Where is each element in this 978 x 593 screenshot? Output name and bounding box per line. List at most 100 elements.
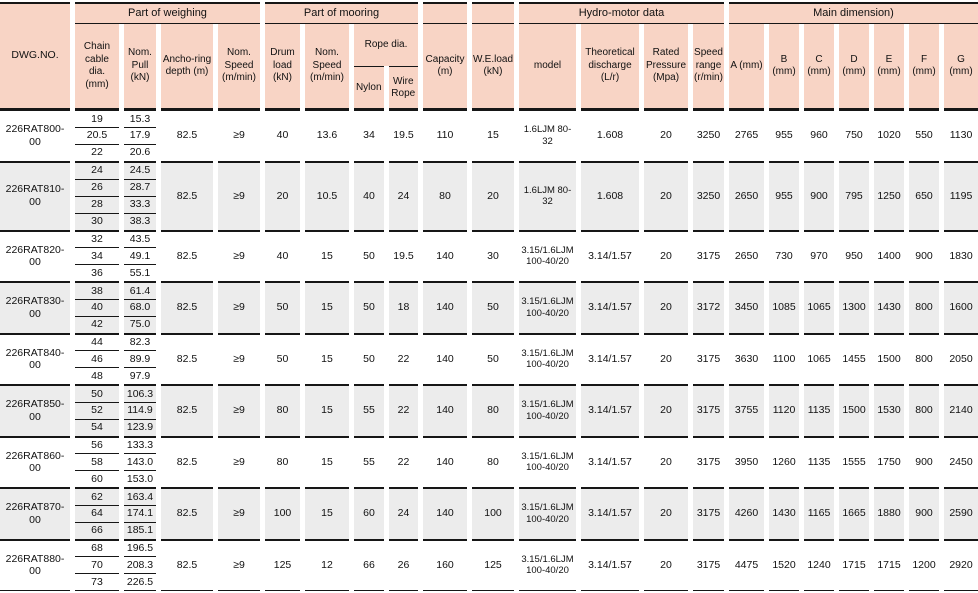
mooring-speed-cell: 15	[305, 333, 349, 385]
chain-dia-value: 64	[75, 506, 119, 523]
nylon-dia-cell: 40	[354, 161, 384, 231]
dim-cell-A: 4475	[729, 539, 764, 591]
dim-cell-G: 2590	[944, 488, 978, 540]
discharge-cell: 3.14/1.57	[581, 282, 639, 334]
dim-cell-A: 3450	[729, 282, 764, 334]
weighing-speed-cell: ≥9	[218, 488, 260, 540]
dim-cell-E: 1880	[874, 488, 904, 540]
nom-pull-value: 68.0	[124, 300, 156, 317]
dim-cell-A: 2650	[729, 161, 764, 231]
discharge-cell: 3.14/1.57	[581, 333, 639, 385]
chain-dia-value: 42	[75, 317, 119, 334]
group-header-weighing: Part of weighing	[75, 2, 260, 24]
dim-cell-G: 2050	[944, 333, 978, 385]
dim-cell-C: 1065	[804, 333, 834, 385]
nom-pull-value: 133.3	[124, 438, 156, 455]
chain-dia-value: 73	[75, 574, 119, 591]
chain-dia-cell: 32 34 36	[75, 230, 119, 282]
capacity-cell: 140	[423, 230, 467, 282]
nom-pull-value: 208.3	[124, 557, 156, 575]
dim-header-G: G (mm)	[944, 24, 978, 110]
nom-pull-value: 82.3	[124, 335, 156, 352]
dim-cell-B: 1085	[769, 282, 799, 334]
group-header-main-dimension: Main dimension)	[729, 2, 978, 24]
nom-pull-value: 38.3	[124, 214, 156, 231]
dwg-no-cell: 226RAT880-00	[0, 539, 70, 591]
dim-cell-C: 1240	[804, 539, 834, 591]
pressure-cell: 20	[644, 161, 688, 231]
dim-cell-F: 900	[909, 488, 939, 540]
motor-model-cell: 3.15/1.6LJM 100-40/20	[519, 539, 576, 591]
nom-pull-value: 24.5	[124, 163, 156, 180]
nom-pull-cell: 15.3 17.9 20.6	[124, 110, 156, 162]
chain-dia-value: 22	[75, 145, 119, 162]
nom-pull-cell: 196.5 208.3 226.5	[124, 539, 156, 591]
chain-dia-value: 24	[75, 163, 119, 180]
mooring-speed-cell: 13.6	[305, 110, 349, 162]
chain-dia-value: 32	[75, 232, 119, 249]
dim-cell-G: 2450	[944, 436, 978, 488]
weighing-speed-cell: ≥9	[218, 282, 260, 334]
pressure-cell: 20	[644, 385, 688, 437]
nom-pull-value: 163.4	[124, 489, 156, 506]
dim-header-F: F (mm)	[909, 24, 939, 110]
chain-dia-cell: 50 52 54	[75, 385, 119, 437]
drum-load-cell: 80	[265, 436, 300, 488]
chain-dia-value: 56	[75, 438, 119, 455]
dim-cell-F: 900	[909, 230, 939, 282]
we-load-header: W.E.load (kN)	[472, 24, 514, 110]
speed-range-cell: 3172	[693, 282, 724, 334]
dim-cell-E: 1750	[874, 436, 904, 488]
chain-dia-value: 58	[75, 454, 119, 472]
capacity-cell: 140	[423, 282, 467, 334]
dim-cell-A: 4260	[729, 488, 764, 540]
we-load-cell: 80	[472, 436, 514, 488]
dim-cell-D: 750	[839, 110, 869, 162]
dim-cell-A: 3630	[729, 333, 764, 385]
group-header-hydro-motor: Hydro-motor data	[519, 2, 724, 24]
dim-cell-F: 800	[909, 385, 939, 437]
dim-cell-D: 1665	[839, 488, 869, 540]
wire-rope-dia-cell: 22	[389, 385, 418, 437]
dim-cell-B: 955	[769, 161, 799, 231]
anchoring-depth-cell: 82.5	[161, 282, 213, 334]
discharge-cell: 1.608	[581, 161, 639, 231]
nylon-dia-cell: 50	[354, 230, 384, 282]
motor-model-cell: 3.15/1.6LJM 100-40/20	[519, 488, 576, 540]
drum-load-cell: 50	[265, 282, 300, 334]
weighing-speed-cell: ≥9	[218, 110, 260, 162]
anchoring-depth-cell: 82.5	[161, 333, 213, 385]
dwg-no-cell: 226RAT860-00	[0, 436, 70, 488]
dim-cell-B: 955	[769, 110, 799, 162]
chain-dia-value: 44	[75, 335, 119, 352]
chain-dia-header: Chain cable dia. (mm)	[75, 24, 119, 110]
wire-rope-dia-cell: 24	[389, 488, 418, 540]
weighing-speed-cell: ≥9	[218, 385, 260, 437]
nom-pull-value: 89.9	[124, 351, 156, 369]
dim-cell-C: 900	[804, 161, 834, 231]
speed-range-cell: 3250	[693, 110, 724, 162]
chain-dia-value: 20.5	[75, 128, 119, 145]
wire-rope-dia-cell: 22	[389, 436, 418, 488]
wire-rope-dia-cell: 19.5	[389, 230, 418, 282]
we-load-cell: 50	[472, 282, 514, 334]
wire-rope-dia-cell: 24	[389, 161, 418, 231]
nylon-dia-cell: 50	[354, 282, 384, 334]
motor-model-cell: 3.15/1.6LJM 100-40/20	[519, 385, 576, 437]
chain-dia-cell: 24 26 28 30	[75, 161, 119, 231]
dim-cell-D: 950	[839, 230, 869, 282]
drum-load-cell: 20	[265, 161, 300, 231]
dim-cell-C: 1135	[804, 385, 834, 437]
dim-header-E: E (mm)	[874, 24, 904, 110]
chain-dia-cell: 62 64 66	[75, 488, 119, 540]
group-header-mooring: Part of mooring	[265, 2, 418, 24]
dwg-no-cell: 226RAT850-00	[0, 385, 70, 437]
dim-cell-E: 1400	[874, 230, 904, 282]
dim-header-D: D (mm)	[839, 24, 869, 110]
nom-pull-value: 97.9	[124, 368, 156, 385]
nom-pull-cell: 43.5 49.1 55.1	[124, 230, 156, 282]
capacity-cell: 110	[423, 110, 467, 162]
anchoring-depth-cell: 82.5	[161, 488, 213, 540]
chain-dia-value: 54	[75, 420, 119, 437]
